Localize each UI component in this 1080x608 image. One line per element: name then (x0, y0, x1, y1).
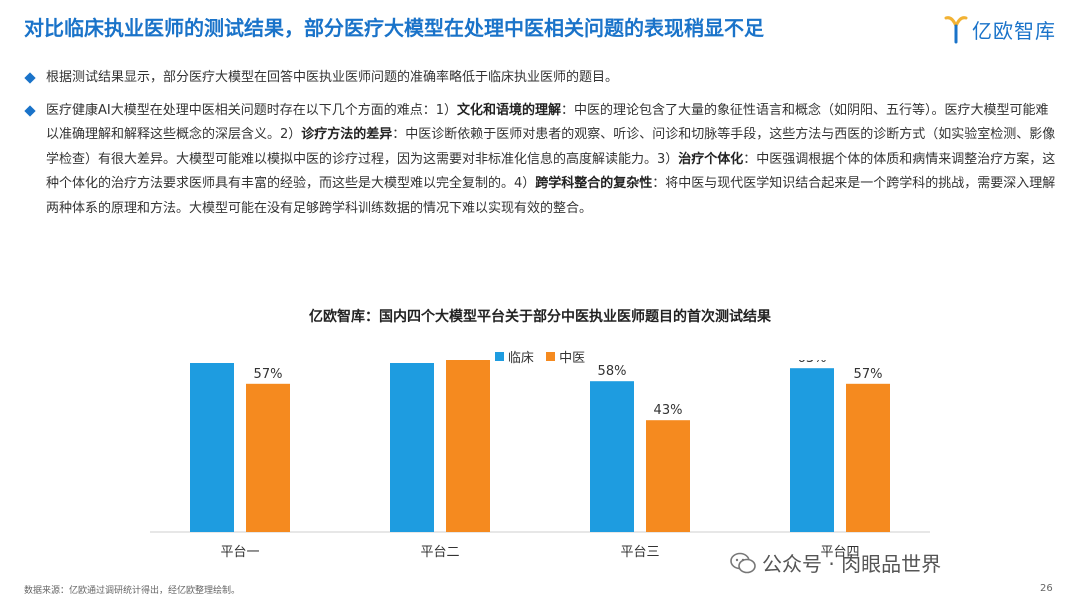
bullet-item: 根据测试结果显示，部分医疗大模型在回答中医执业医师问题的准确率略低于临床执业医师… (24, 66, 1056, 91)
bar-clinical (790, 368, 834, 532)
bar-tcm (846, 383, 890, 532)
logo-icon (944, 16, 968, 44)
legend-label: 临床 (507, 351, 534, 366)
x-tick-label: 平台三 (620, 545, 659, 560)
data-label: 65% (398, 360, 427, 361)
wechat-watermark: 公众号 · 肉眼品世界 (730, 548, 941, 577)
bullet-text: ：中医诊断依赖于医师对患者的观察、听诊、问诊和切脉等手段，这些方法与西医的诊断方… (46, 127, 1056, 167)
wechat-text: 公众号 · 肉眼品世界 (762, 552, 942, 576)
page-number: 26 (1040, 583, 1053, 594)
x-tick-label: 平台四 (820, 545, 859, 560)
data-label: 57% (854, 367, 883, 382)
bar-tcm (446, 360, 490, 532)
bar-clinical (590, 381, 634, 532)
logo: 亿欧智库 (944, 14, 1056, 44)
data-label: 57% (254, 367, 283, 382)
bullet-highlight: 文化和语境的理解 (457, 102, 562, 118)
page-title: 对比临床执业医师的测试结果，部分医疗大模型在处理中医相关问题的表现稍显不足 (24, 16, 764, 40)
bar-clinical (390, 363, 434, 532)
legend-label: 中医 (559, 351, 586, 366)
x-tick-label: 平台二 (420, 545, 459, 560)
data-label: 63% (798, 360, 827, 366)
bar-tcm (246, 383, 290, 532)
bullet-text: ：将中医与现代医学知识结合起来是一个跨学科的挑战，需要深入理解两种体系的原理和方… (46, 176, 1056, 216)
diamond-bullet-icon (24, 104, 36, 117)
legend-swatch (546, 352, 556, 361)
diamond-bullet-icon (24, 72, 36, 84)
bullet-item: 医疗健康AI大模型在处理中医相关问题时存在以下几个方面的难点：1）文化和语境的理… (24, 99, 1056, 222)
chart-title: 亿欧智库：国内四个大模型平台关于部分中医执业医师题目的首次测试结果 (309, 309, 771, 325)
data-label: 65% (198, 360, 227, 361)
bullet-highlight: 跨学科整合的复杂性 (535, 176, 653, 191)
data-label: 58% (598, 364, 627, 379)
legend-item: 中医 (546, 347, 585, 366)
bar-tcm (646, 420, 690, 532)
x-tick-label: 平台一 (220, 545, 259, 560)
bullet-text: ：中医强调根据个体的体质和病情来调整治疗方案，这种个体化的治疗方法要求医师具有丰… (46, 151, 1056, 192)
bullet-text: ：中医的理论包含了大量的象征性语言和概念（如阴阳、五行等）。医疗大模型可能难以准… (46, 102, 1049, 143)
bar-clinical (190, 363, 234, 532)
data-label: 43% (654, 403, 683, 418)
bullet-text: 根据测试结果显示，部分医疗大模型在回答中医执业医师问题的准确率略低于临床执业医师… (46, 70, 619, 85)
data-source-note: 数据来源：亿欧通过调研统计得出，经亿欧整理绘制。 (24, 586, 241, 596)
bullet-list: 根据测试结果显示，部分医疗大模型在回答中医执业医师问题的准确率略低于临床执业医师… (24, 66, 1056, 229)
bullet-highlight: 诊疗方法的差异 (301, 127, 393, 142)
chart-legend: 临床 中医 (0, 347, 1080, 366)
bullet-text: 医疗健康AI大模型在处理中医相关问题时存在以下几个方面的难点：1） (46, 102, 457, 118)
legend-item: 临床 (494, 347, 534, 366)
legend-swatch (494, 352, 504, 361)
logo-text: 亿欧智库 (972, 18, 1056, 43)
bullet-highlight: 治疗个体化 (678, 151, 744, 167)
wechat-icon (730, 552, 756, 573)
